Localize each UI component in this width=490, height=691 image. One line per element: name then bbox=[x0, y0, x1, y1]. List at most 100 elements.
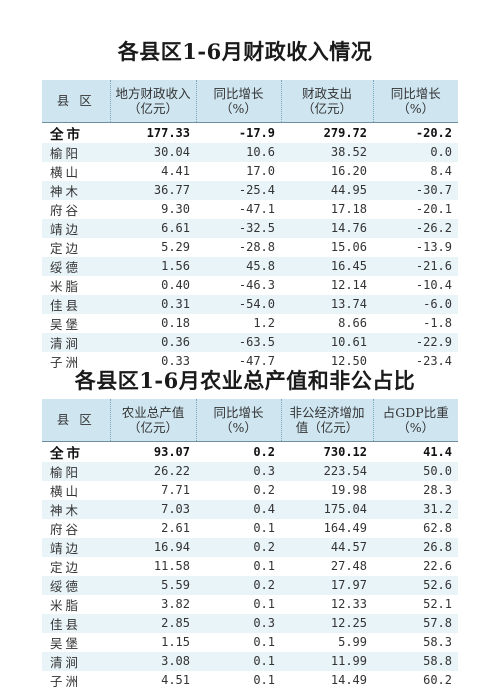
value-cell: -20.2 bbox=[373, 121, 458, 143]
table-row: 横山 4.41 17.0 16.20 8.4 bbox=[42, 161, 458, 181]
column-header: 同比增长 （%） bbox=[196, 399, 282, 441]
county-name: 定边 bbox=[50, 240, 82, 256]
value-cell: 14.76 bbox=[330, 221, 367, 235]
value-cell: 8.66 bbox=[338, 316, 367, 330]
column-header-line: 县 区 bbox=[56, 93, 95, 109]
column-header: 县 区 bbox=[42, 80, 111, 122]
value-cell: 279.72 bbox=[281, 121, 373, 143]
column-header-line: （亿元） bbox=[301, 100, 352, 116]
value-cell: 0.1 bbox=[253, 673, 275, 687]
value-cell: 1.15 bbox=[161, 635, 190, 649]
value-cell: 2.61 bbox=[161, 521, 190, 535]
value-cell: 0.33 bbox=[161, 354, 190, 368]
column-header-line: 同比增长 bbox=[213, 85, 264, 101]
header-row: 县 区地方财政收入 （亿元） 同比增长 （%） 财政支出 （亿元） 同比增长 （%） bbox=[42, 80, 458, 122]
column-header-line: （%） bbox=[397, 419, 435, 435]
value-cell: 3.08 bbox=[161, 654, 190, 668]
county-name: 绥德 bbox=[50, 259, 82, 275]
value-cell: 50.0 bbox=[423, 464, 452, 478]
county-name: 靖边 bbox=[50, 540, 82, 556]
value-cell: -17.9 bbox=[196, 121, 281, 143]
value-cell: 5.99 bbox=[338, 635, 367, 649]
value-cell: 44.95 bbox=[330, 183, 367, 197]
value-cell: 0.2 bbox=[253, 578, 275, 592]
value-cell: 0.2 bbox=[253, 540, 275, 554]
fiscal-table-title: 各县区1-6月财政收入情况 bbox=[117, 39, 373, 64]
county-name: 清涧 bbox=[50, 654, 82, 670]
fiscal-table-body: 全市 177.33 -17.9 279.72 -20.2 榆阳 30.04 10.6 38.52… bbox=[42, 121, 458, 371]
table-row: 吴堡 1.15 0.1 5.99 58.3 bbox=[42, 632, 458, 652]
county-name: 神木 bbox=[50, 502, 82, 518]
column-header-line: 地方财政收入 bbox=[115, 85, 191, 101]
column-header-line: 财政支出 bbox=[301, 85, 352, 101]
value-cell: 17.0 bbox=[246, 164, 275, 178]
value-cell: 26.22 bbox=[153, 464, 190, 478]
value-cell: 16.45 bbox=[330, 259, 367, 273]
value-cell: -13.9 bbox=[415, 240, 452, 254]
column-header: 占GDP比重 （%） bbox=[373, 399, 458, 441]
value-cell: 19.98 bbox=[330, 483, 367, 497]
column-header: 同比增长 （%） bbox=[373, 80, 458, 122]
value-cell: 9.30 bbox=[161, 202, 190, 216]
county-name: 府谷 bbox=[50, 521, 82, 537]
value-cell: 12.50 bbox=[330, 354, 367, 368]
value-cell: 177.33 bbox=[110, 121, 196, 143]
total-row: 全市 93.07 0.2 730.12 41.4 bbox=[42, 440, 458, 462]
value-cell: -26.2 bbox=[415, 221, 452, 235]
county-name: 米脂 bbox=[50, 278, 82, 294]
value-cell: 175.04 bbox=[323, 502, 367, 516]
column-header-line: 非公经济增加 bbox=[289, 404, 365, 420]
table-row: 佳县 2.85 0.3 12.25 57.8 bbox=[42, 613, 458, 633]
value-cell: 44.57 bbox=[330, 540, 367, 554]
table-row: 清涧 3.08 0.1 11.99 58.8 bbox=[42, 651, 458, 671]
table-row: 子洲 0.33 -47.7 12.50 -23.4 bbox=[42, 351, 458, 371]
value-cell: -6.0 bbox=[423, 297, 452, 311]
county-name: 吴堡 bbox=[50, 316, 82, 332]
table-row: 定边 5.29 -28.8 15.06 -13.9 bbox=[42, 237, 458, 257]
value-cell: 4.41 bbox=[161, 164, 190, 178]
value-cell: 7.03 bbox=[161, 502, 190, 516]
value-cell: 16.20 bbox=[330, 164, 367, 178]
county-name: 靖边 bbox=[50, 221, 82, 237]
table-row: 横山 7.71 0.2 19.98 28.3 bbox=[42, 480, 458, 500]
fiscal-revenue-table: 县 区地方财政收入 （亿元） 同比增长 （%） 财政支出 （亿元） 同比增长 （%） 全市 17… bbox=[42, 80, 458, 371]
value-cell: 26.8 bbox=[423, 540, 452, 554]
value-cell: 3.82 bbox=[161, 597, 190, 611]
county-name: 子洲 bbox=[50, 354, 82, 370]
value-cell: 36.77 bbox=[153, 183, 190, 197]
value-cell: 10.6 bbox=[246, 145, 275, 159]
value-cell: 0.0 bbox=[430, 145, 452, 159]
value-cell: -54.0 bbox=[238, 297, 275, 311]
table-row: 府谷 9.30 -47.1 17.18 -20.1 bbox=[42, 199, 458, 219]
value-cell: 0.2 bbox=[253, 483, 275, 497]
county-name: 清涧 bbox=[50, 335, 82, 351]
column-header-line: 同比增长 bbox=[390, 85, 441, 101]
value-cell: 8.4 bbox=[430, 164, 452, 178]
value-cell: -25.4 bbox=[238, 183, 275, 197]
value-cell: -22.9 bbox=[415, 335, 452, 349]
column-header-line: 县 区 bbox=[56, 412, 95, 428]
table-row: 靖边 6.61 -32.5 14.76 -26.2 bbox=[42, 218, 458, 238]
value-cell: 0.4 bbox=[253, 502, 275, 516]
value-cell: 15.06 bbox=[330, 240, 367, 254]
county-name: 全市 bbox=[42, 440, 110, 462]
value-cell: 13.74 bbox=[330, 297, 367, 311]
value-cell: 27.48 bbox=[330, 559, 367, 573]
value-cell: 0.36 bbox=[161, 335, 190, 349]
value-cell: 0.3 bbox=[253, 464, 275, 478]
value-cell: 0.18 bbox=[161, 316, 190, 330]
value-cell: 223.54 bbox=[323, 464, 367, 478]
value-cell: -32.5 bbox=[238, 221, 275, 235]
county-name: 横山 bbox=[50, 483, 82, 499]
value-cell: 5.29 bbox=[161, 240, 190, 254]
value-cell: 58.3 bbox=[423, 635, 452, 649]
value-cell: 0.1 bbox=[253, 559, 275, 573]
table-row: 佳县 0.31 -54.0 13.74 -6.0 bbox=[42, 294, 458, 314]
table-row: 吴堡 0.18 1.2 8.66 -1.8 bbox=[42, 313, 458, 333]
column-header-line: （%） bbox=[220, 100, 257, 116]
county-name: 米脂 bbox=[50, 597, 82, 613]
value-cell: 4.51 bbox=[161, 673, 190, 687]
value-cell: -30.7 bbox=[415, 183, 452, 197]
column-header-line: 占GDP比重 bbox=[382, 404, 449, 420]
value-cell: -63.5 bbox=[238, 335, 275, 349]
